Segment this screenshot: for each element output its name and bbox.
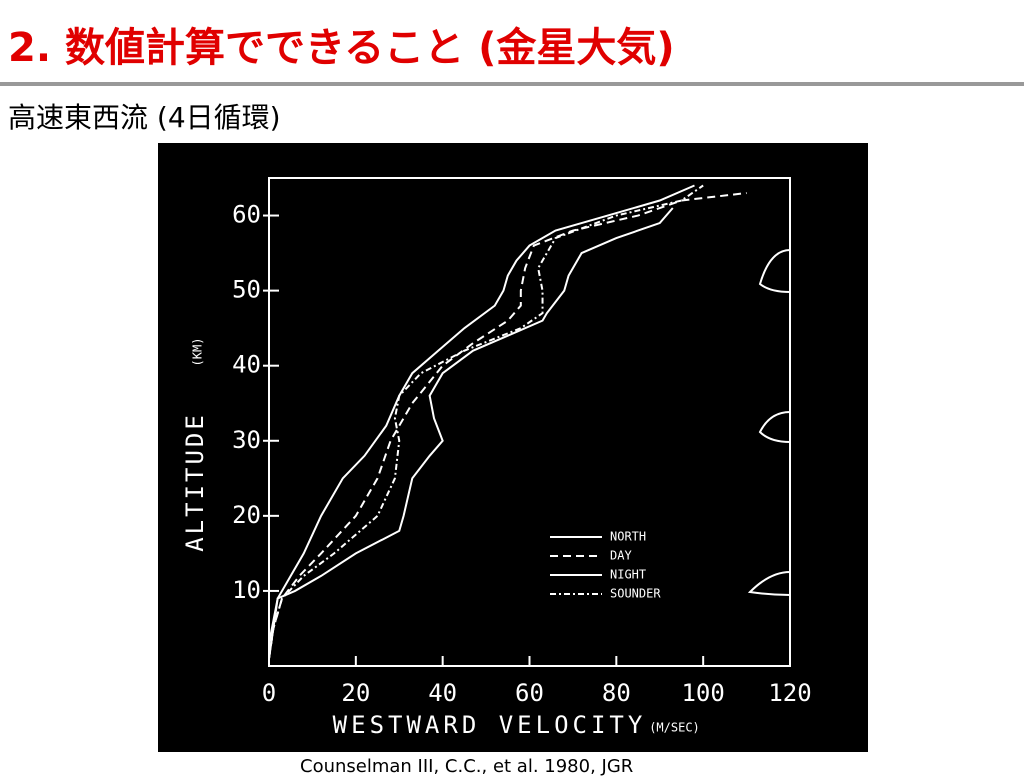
legend-label: DAY	[610, 549, 632, 563]
x-tick-label: 120	[768, 679, 811, 707]
y-tick-label: 20	[232, 501, 261, 529]
title-rule	[0, 82, 1024, 86]
x-tick-label: 20	[341, 679, 370, 707]
y-axis-label: ALTITUDE	[181, 412, 209, 552]
citation: Counselman III, C.C., et al. 1980, JGR	[300, 756, 634, 777]
x-tick-label: 0	[262, 679, 276, 707]
series-line	[268, 207, 674, 659]
series-line	[268, 192, 747, 659]
y-tick-label: 50	[232, 276, 261, 304]
y-tick-label: 30	[232, 426, 261, 454]
x-axis-unit: (M/SEC)	[649, 721, 700, 735]
chart-background	[158, 143, 868, 752]
slide-subtitle: 高速東西流 (4日循環)	[8, 101, 281, 134]
x-tick-label: 60	[515, 679, 544, 707]
y-tick-label: 40	[232, 351, 261, 379]
legend-label: SOUNDER	[610, 587, 661, 601]
x-tick-label: 40	[428, 679, 457, 707]
series-line	[268, 184, 695, 659]
y-axis-unit: (KM)	[191, 338, 205, 367]
x-tick-label: 100	[681, 679, 724, 707]
x-axis-label: WESTWARD VELOCITY	[333, 711, 647, 739]
side-marker	[747, 249, 791, 596]
y-tick-label: 60	[232, 201, 261, 229]
legend-label: NIGHT	[610, 568, 646, 582]
x-tick-label: 80	[602, 679, 631, 707]
legend-label: NORTH	[610, 530, 646, 544]
y-tick-label: 10	[232, 576, 261, 604]
chart: 0 20 40 60 80 100 120 10 20 30 40 50 60 WESTWARD VELO…	[158, 143, 868, 752]
slide-title: 2. 数値計算でできること (金星大気)	[8, 25, 675, 71]
